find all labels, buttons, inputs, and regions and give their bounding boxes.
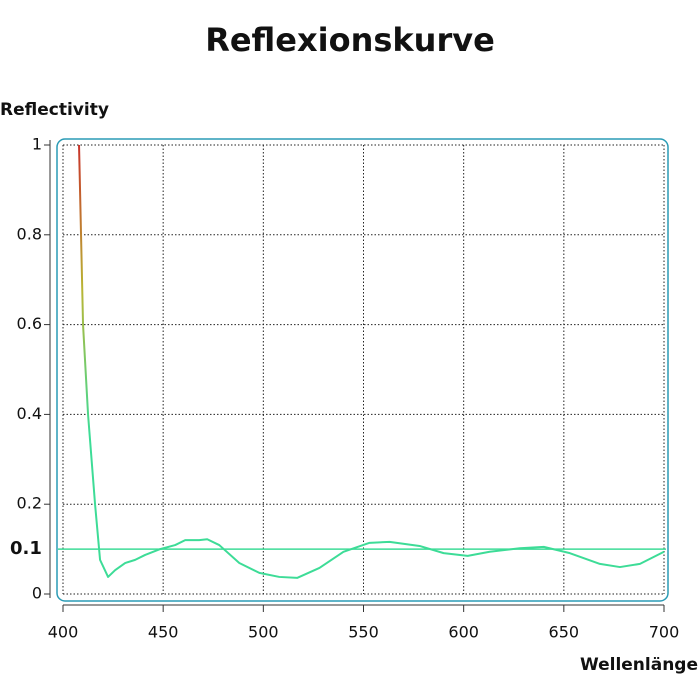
x-axis-label: Wellenlänge [580, 655, 698, 675]
y-tick-label: 0 [32, 584, 42, 603]
y-tick-label: 1 [32, 135, 42, 154]
x-tick-label: 600 [448, 623, 479, 642]
reference-label: 0.1 [10, 538, 42, 559]
x-tick-label: 450 [148, 623, 179, 642]
x-tick-label: 650 [549, 623, 580, 642]
x-tick-label: 400 [48, 623, 79, 642]
x-tick-label: 550 [348, 623, 379, 642]
chart-title: Reflexionskurve [205, 21, 495, 59]
y-tick-label: 0.8 [17, 224, 42, 243]
reflectivity-line [78, 144, 665, 579]
y-tick-label: 0.4 [17, 404, 42, 423]
x-tick-label: 500 [248, 623, 279, 642]
y-axis-label: Reflectivity [0, 100, 109, 120]
plot-frame [56, 138, 669, 602]
y-tick-label: 0.6 [17, 314, 42, 333]
x-tick-label: 700 [649, 623, 680, 642]
y-tick-label: 0.2 [17, 494, 42, 513]
